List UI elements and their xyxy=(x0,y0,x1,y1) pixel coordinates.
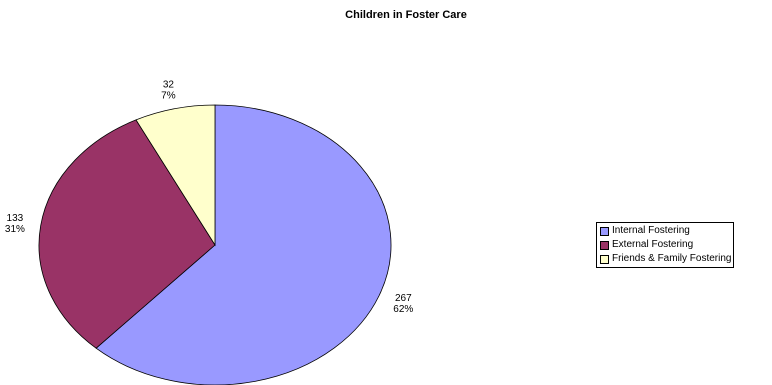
legend-item: External Fostering xyxy=(600,238,731,252)
legend-label: Friends & Family Fostering xyxy=(612,253,732,264)
chart-title: Children in Foster Care xyxy=(345,9,467,21)
legend-swatch xyxy=(600,240,609,250)
pie-slice-friends-family-fostering xyxy=(135,104,216,247)
legend-item: Internal Fostering xyxy=(600,224,731,238)
legend-swatch xyxy=(600,254,609,264)
data-label-external-fostering: 133 31% xyxy=(5,213,25,235)
pie-slice-external-fostering xyxy=(38,119,216,349)
pie-data-labels: 267 62% 133 31% 32 7% xyxy=(5,79,414,315)
data-label-internal-fostering: 267 62% xyxy=(393,293,413,315)
data-label-friends-family-fostering: 32 7% xyxy=(161,79,176,101)
legend-label: External Fostering xyxy=(612,239,694,250)
chart-legend: Internal Fostering External Fostering Frie… xyxy=(596,222,735,268)
pie-slices xyxy=(38,104,392,385)
legend-item: Friends & Family Fostering xyxy=(600,252,731,266)
pie-slice-internal-fostering xyxy=(95,104,392,385)
legend-label: Internal Fostering xyxy=(612,225,690,236)
legend-swatch xyxy=(600,226,609,236)
